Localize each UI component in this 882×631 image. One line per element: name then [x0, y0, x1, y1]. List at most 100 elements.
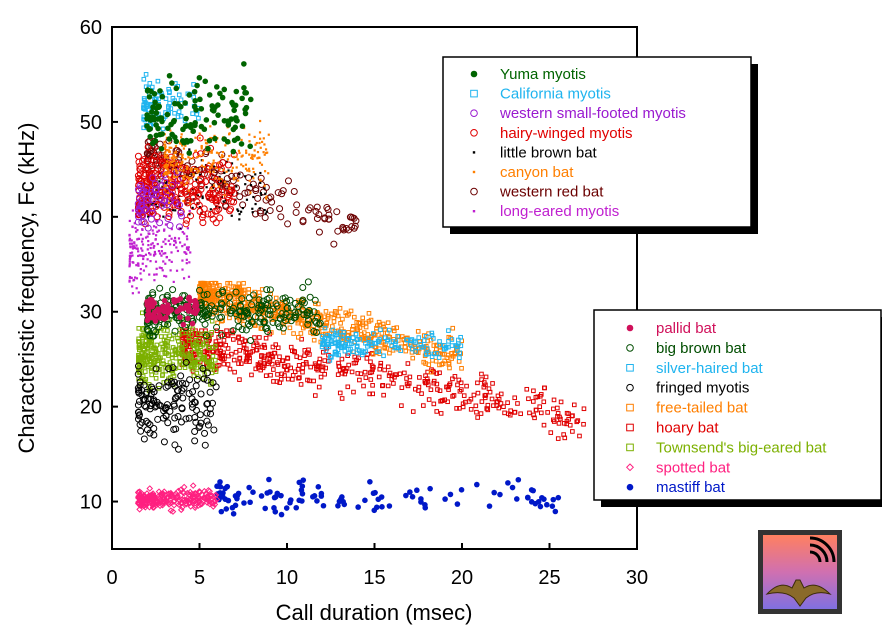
data-point-fringed-myotis [156, 402, 164, 410]
data-point-hoary-bat [457, 406, 462, 411]
data-point-mastiff-bat [336, 498, 343, 505]
data-point-yuma-myotis [247, 96, 254, 103]
data-point-western-red-bat [261, 214, 269, 222]
data-point-free-tailed-bat [354, 320, 360, 325]
data-point-canyon-bat [188, 177, 191, 180]
data-point-hoary-bat [399, 385, 405, 390]
data-point-canyon-bat [201, 159, 204, 162]
data-point-hoary-bat [277, 354, 282, 360]
data-point-western-small-footed-myotis [151, 180, 159, 188]
data-point-townsend-s-big-eared-bat [210, 353, 216, 359]
data-point-california-myotis [175, 114, 181, 120]
data-point-yuma-myotis [212, 135, 218, 142]
data-point-big-brown-bat [242, 326, 250, 334]
data-point-big-brown-bat [238, 312, 246, 320]
data-point-long-eared-myotis [153, 273, 156, 276]
data-point-silver-haired-bat [329, 354, 334, 360]
data-point-free-tailed-bat [338, 320, 343, 326]
data-point-hairy-winged-myotis [227, 205, 235, 213]
data-point-silver-haired-bat [455, 348, 460, 353]
data-point-long-eared-myotis [183, 232, 186, 235]
data-point-townsend-s-big-eared-bat [160, 361, 165, 366]
data-point-canyon-bat [215, 151, 219, 154]
data-point-fringed-myotis [164, 378, 172, 386]
data-point-yuma-myotis [193, 107, 199, 113]
data-point-townsend-s-big-eared-bat [156, 356, 162, 362]
data-point-hoary-bat [437, 388, 443, 393]
data-point-mastiff-bat [458, 487, 465, 493]
data-point-hoary-bat [262, 345, 268, 350]
data-point-western-red-bat [313, 203, 321, 211]
data-point-hoary-bat [385, 364, 391, 370]
data-point-free-tailed-bat [403, 348, 409, 354]
data-point-yuma-myotis [239, 123, 246, 129]
data-point-spotted-bat [143, 490, 151, 497]
data-point-yuma-myotis [221, 86, 228, 93]
data-point-yuma-myotis [147, 133, 154, 140]
data-point-hoary-bat [478, 411, 484, 416]
data-point-little-brown-bat [251, 207, 254, 210]
data-point-yuma-myotis [144, 87, 151, 93]
data-point-canyon-bat [172, 154, 175, 158]
data-point-hoary-bat [369, 369, 375, 375]
data-point-little-brown-bat [225, 160, 228, 163]
data-point-little-brown-bat [251, 211, 254, 214]
data-point-big-brown-bat [234, 317, 242, 325]
data-point-silver-haired-bat [342, 343, 348, 348]
data-point-hoary-bat [564, 421, 569, 427]
data-point-mastiff-bat [407, 489, 413, 495]
data-point-western-small-footed-myotis [137, 181, 145, 189]
data-point-hoary-bat [380, 383, 385, 389]
data-point-fringed-myotis [134, 401, 142, 409]
data-point-free-tailed-bat [415, 350, 421, 355]
data-point-canyon-bat [189, 157, 192, 160]
data-point-hairy-winged-myotis [150, 179, 158, 187]
data-point-silver-haired-bat [337, 329, 343, 335]
data-point-western-red-bat [252, 210, 260, 218]
data-point-canyon-bat [260, 140, 264, 144]
data-point-townsend-s-big-eared-bat [190, 342, 196, 347]
data-point-pallid-bat [185, 315, 191, 322]
data-point-canyon-bat [206, 150, 209, 153]
data-point-canyon-bat [171, 168, 175, 171]
data-point-canyon-bat [165, 160, 169, 163]
data-point-canyon-bat [209, 136, 212, 140]
data-point-little-brown-bat [195, 178, 198, 181]
data-point-little-brown-bat [258, 207, 261, 210]
data-point-hoary-bat [526, 396, 531, 402]
data-point-fringed-myotis [182, 358, 190, 366]
data-point-hoary-bat [184, 340, 189, 346]
data-point-long-eared-myotis [167, 239, 170, 242]
data-point-yuma-myotis [153, 110, 160, 116]
data-point-hoary-bat [428, 387, 434, 393]
data-point-yuma-myotis [230, 148, 237, 155]
data-point-canyon-bat [179, 162, 182, 165]
data-point-mastiff-bat [230, 510, 237, 517]
data-point-canyon-bat [241, 154, 244, 157]
data-point-little-brown-bat [155, 188, 158, 191]
data-point-hoary-bat [370, 383, 375, 388]
data-point-fringed-myotis [147, 390, 155, 398]
data-point-free-tailed-bat [377, 322, 383, 328]
data-point-mastiff-bat [315, 484, 322, 490]
legend-marker-western-red-bat [470, 187, 478, 196]
data-point-silver-haired-bat [371, 331, 376, 336]
data-point-yuma-myotis [215, 102, 221, 108]
data-point-canyon-bat [183, 183, 186, 187]
data-point-canyon-bat [191, 156, 195, 160]
data-point-canyon-bat [184, 157, 187, 161]
data-point-yuma-myotis [241, 61, 247, 67]
data-point-silver-haired-bat [429, 332, 435, 338]
data-point-little-brown-bat [161, 185, 164, 188]
data-point-hairy-winged-myotis [226, 207, 234, 215]
data-point-yuma-myotis [215, 112, 221, 118]
data-point-mastiff-bat [271, 494, 278, 501]
data-point-hairy-winged-myotis [136, 165, 144, 173]
data-point-hoary-bat [370, 391, 376, 397]
data-point-big-brown-bat [200, 291, 208, 299]
data-point-hoary-bat [238, 361, 244, 366]
data-point-hoary-bat [357, 377, 362, 383]
data-point-big-brown-bat [264, 310, 272, 318]
data-point-long-eared-myotis [161, 269, 164, 272]
data-point-big-brown-bat [311, 296, 319, 304]
